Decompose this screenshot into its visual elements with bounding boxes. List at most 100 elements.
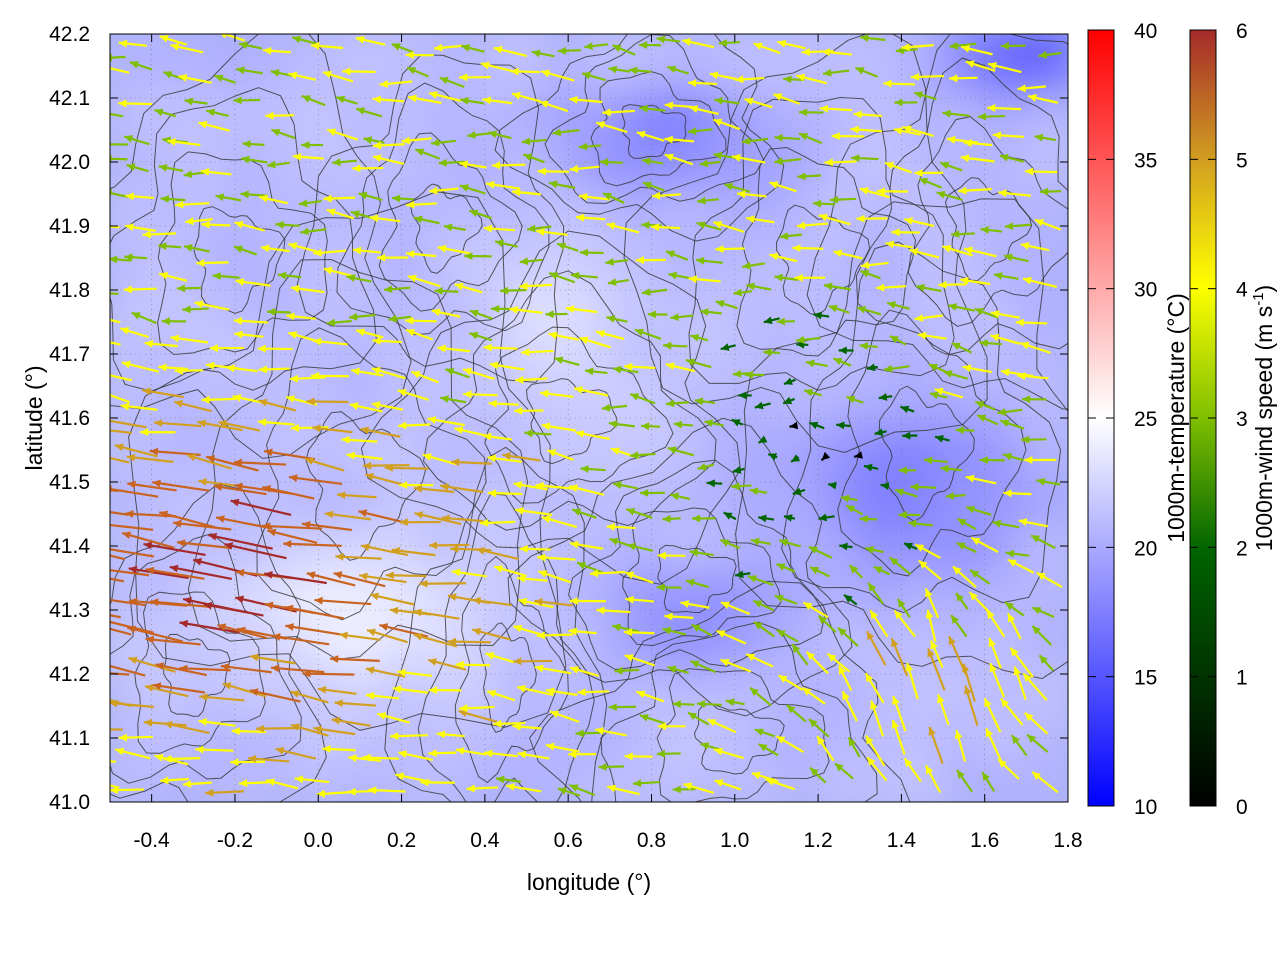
wind-vector (665, 362, 696, 373)
wind-vector (688, 275, 721, 284)
wind-vector (233, 458, 287, 467)
wind-vector (371, 401, 404, 411)
wind-vector (110, 728, 123, 731)
wind-vector (885, 240, 913, 249)
wind-vector (326, 128, 359, 141)
wind-vector (358, 509, 408, 525)
wind-vector (581, 71, 607, 82)
wind-vector (306, 571, 356, 587)
wind-vector (330, 655, 380, 663)
wind-vector (635, 256, 666, 265)
wind-vector (956, 769, 973, 793)
wind-vector (463, 390, 498, 399)
wind-vector (898, 466, 917, 475)
y-tick-label: 41.5 (49, 471, 90, 494)
wind-vector (152, 682, 205, 694)
wind-vector (363, 461, 410, 470)
wind-vector (1022, 276, 1058, 289)
wind-vector (639, 104, 666, 113)
wind-vector (110, 393, 130, 404)
wind-vector (310, 42, 344, 50)
wind-vector (578, 193, 611, 201)
wind-vector (198, 718, 236, 727)
wind-vector (397, 668, 432, 677)
wind-vector (124, 223, 156, 232)
wind-vector (993, 272, 1019, 280)
wind-vector (816, 735, 835, 762)
wind-vector (110, 318, 121, 324)
wind-vector (779, 232, 803, 240)
wind-vector (428, 749, 457, 758)
wind-vector (238, 41, 263, 50)
wind-vector (1015, 318, 1048, 327)
temperature-colorbar: 10 15 20 25 30 35 40 1000m-temperature (°C) (1087, 20, 1189, 819)
wind-vector (634, 328, 662, 340)
wind-vector (401, 136, 432, 145)
wind-vector (302, 669, 355, 678)
wind-vector (797, 172, 822, 181)
wind-vector (694, 397, 716, 406)
wind-vector (792, 487, 806, 496)
wind-vector (925, 609, 937, 643)
wind-vector (827, 481, 837, 490)
wind-vector (118, 733, 153, 742)
wind-vector (889, 334, 907, 346)
wind-vector (720, 343, 736, 351)
wind-vector (537, 167, 569, 176)
wind-vector (938, 280, 967, 289)
wind-vector (443, 223, 466, 232)
wind-vector (937, 694, 950, 726)
wind-vector (568, 627, 597, 636)
wind-vector (774, 157, 802, 166)
wind-vector (391, 547, 436, 557)
wind-vector (110, 554, 125, 561)
wind-vector (789, 421, 799, 430)
wind-vector (487, 454, 522, 463)
wind-vector (240, 190, 268, 199)
wind-vector (175, 200, 210, 209)
wind-vector (915, 283, 942, 293)
wind-vector (121, 531, 175, 549)
wind-vector (876, 187, 908, 196)
wind-vector (459, 184, 486, 195)
wind-vector (903, 542, 918, 551)
wind-vector (163, 721, 210, 735)
wind-vector (428, 186, 459, 195)
x-tick-label: 0.4 (470, 829, 500, 852)
contour-line (484, 326, 674, 504)
wind-vector (131, 311, 157, 325)
wind-vector (896, 598, 911, 619)
wind-vector (813, 311, 830, 320)
wind-vector (352, 164, 384, 173)
wind-vector (411, 370, 439, 384)
wind-vector (182, 305, 209, 314)
contour-line (622, 507, 782, 647)
wind-vector (342, 67, 376, 76)
wind-vector (753, 620, 775, 638)
wind-vector (568, 484, 605, 496)
wind-vector (724, 182, 751, 193)
wind-vector (914, 314, 944, 322)
wind-vector (584, 42, 609, 50)
wind-vector (174, 366, 204, 375)
wind-vector (407, 274, 441, 288)
wind-vector (515, 507, 553, 516)
wind-vector (805, 359, 828, 368)
wind-vector (155, 662, 207, 677)
contour-line (110, 87, 378, 392)
wind-vector (720, 601, 751, 616)
y-tick-label: 41.4 (49, 535, 90, 558)
wind-vector (985, 727, 1002, 761)
wind-vector (891, 719, 906, 755)
wind-vector (118, 99, 153, 108)
wind-vector (372, 141, 405, 150)
wind-vector (459, 160, 487, 169)
wind-vector (949, 41, 977, 50)
wind-vector (987, 62, 1022, 74)
wind-vector (324, 510, 372, 521)
wind-vector (249, 653, 296, 665)
wind-vector (878, 393, 893, 401)
wind-vector (943, 370, 968, 380)
wind-vector (601, 403, 628, 412)
wind-vector (153, 419, 202, 428)
